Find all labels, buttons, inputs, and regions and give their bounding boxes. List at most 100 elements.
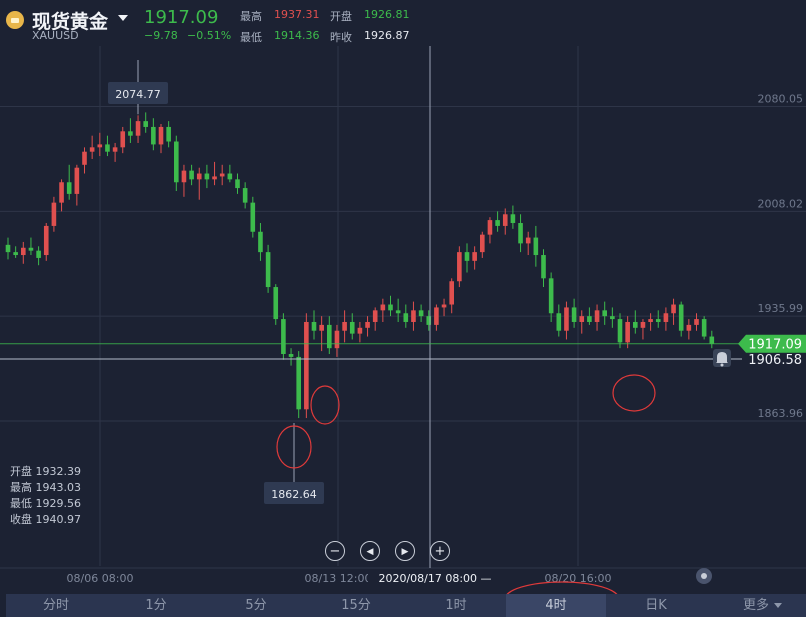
candle-body — [196, 173, 202, 180]
tab-15min[interactable]: 15分 — [341, 598, 371, 613]
candle-body — [655, 319, 661, 322]
candle-body — [28, 247, 34, 251]
candle-body — [625, 321, 630, 343]
candle-body — [671, 304, 676, 314]
high-value: 1937.31 — [274, 8, 320, 21]
candle-body — [151, 126, 156, 145]
candlestick-chart[interactable]: 2080.05 2008.02 1935.99 1863.96 1906.581917.… — [0, 46, 806, 594]
instrument-symbol: XAUUSD — [32, 29, 79, 42]
min-label: 1862.64 — [271, 488, 317, 501]
candle-body — [97, 144, 103, 148]
grid-lines — [0, 46, 806, 569]
low-label: 最低 — [240, 31, 262, 44]
candle-body — [105, 144, 110, 152]
candle-body — [564, 307, 569, 331]
candle-body — [349, 321, 355, 334]
candle-body — [219, 173, 225, 177]
price-lines — [0, 46, 745, 568]
bell-icon — [716, 351, 728, 363]
crosshair-price-label: 1906.58 — [748, 353, 802, 368]
candle-body — [441, 304, 447, 308]
candle-body — [174, 141, 179, 183]
candle-body — [709, 336, 715, 344]
candle-body — [13, 252, 18, 256]
ohlc-high: 最高 1943.03 — [10, 481, 81, 494]
min-label-box — [264, 482, 324, 504]
tab-more[interactable]: 更多 — [742, 598, 769, 613]
candle-body — [342, 321, 347, 331]
candle-body — [663, 313, 669, 322]
tab-4hour[interactable]: 4时 — [506, 594, 606, 617]
ohlc-open: 开盘 1932.39 — [10, 465, 81, 478]
prev-close-value: 1926.87 — [364, 29, 410, 42]
scroll-left-button[interactable]: ◀ — [360, 541, 380, 561]
settings-knob-icon[interactable] — [696, 568, 712, 584]
zoom-out-button[interactable]: − — [325, 541, 345, 561]
x-tick-label: 08/13 12:00 — [305, 572, 372, 585]
crosshair-time-bg — [368, 570, 492, 586]
prev-close-label: 昨收 — [330, 31, 352, 44]
open-value: 1926.81 — [364, 8, 410, 21]
candle-body — [365, 321, 370, 328]
chevron-down-icon[interactable] — [774, 603, 782, 608]
candle-body — [434, 307, 439, 325]
candle-body — [648, 319, 653, 322]
candle-body — [304, 321, 309, 410]
candle-body — [128, 131, 133, 136]
max-label-box — [108, 82, 168, 104]
candle-body — [480, 234, 485, 253]
candle-body — [395, 310, 401, 314]
candle-body — [372, 310, 378, 322]
candle-body — [66, 182, 72, 194]
bell-icon-clapper — [720, 363, 724, 367]
current-price-value: 1917.09 — [748, 338, 802, 353]
tab-daily[interactable]: 日K — [645, 598, 667, 613]
zoom-in-button[interactable]: + — [430, 541, 450, 561]
candle-body — [510, 214, 516, 224]
candle-body — [227, 173, 233, 180]
candle-body — [525, 237, 531, 244]
chevron-down-icon[interactable] — [118, 15, 128, 21]
quote-header: 现货黄金 XAUUSD 1917.09 −9.78 −0.51% 最高 1937… — [0, 0, 806, 46]
candle-body — [548, 278, 554, 314]
candle-body — [571, 307, 577, 322]
candle-body — [587, 316, 592, 322]
max-label: 2074.77 — [115, 88, 161, 101]
y-tick-label: 2008.02 — [758, 197, 804, 210]
candle-body — [21, 247, 26, 256]
tab-fenshi[interactable]: 分时 — [42, 598, 69, 613]
candle-body — [204, 173, 210, 180]
current-price-tag — [738, 334, 806, 353]
candles — [5, 112, 715, 419]
candle-body — [74, 167, 80, 194]
candle-body — [579, 316, 585, 322]
labels: 2080.05 2008.02 1935.99 1863.96 1906.581917.… — [67, 93, 806, 586]
candle-body — [5, 244, 11, 253]
candle-body — [640, 321, 646, 328]
instrument-title[interactable]: 现货黄金 — [32, 11, 109, 33]
candle-body — [495, 220, 500, 226]
candle-body — [319, 324, 324, 331]
highlight-circle — [276, 425, 312, 469]
crosshair-time-label: 2020/08/17 08:00 — — [378, 572, 491, 585]
tab-1min[interactable]: 1分 — [145, 598, 167, 613]
candle-body — [388, 304, 393, 311]
tab-1hour[interactable]: 1时 — [445, 598, 467, 613]
last-price: 1917.09 — [144, 7, 219, 28]
highlight-circle — [506, 581, 618, 594]
candle-body — [487, 220, 493, 235]
candle-body — [281, 319, 286, 355]
x-tick-label: 08/06 08:00 — [67, 572, 134, 585]
candle-body — [472, 252, 477, 261]
candle-body — [357, 327, 363, 334]
candle-body — [212, 176, 217, 180]
highlight-circle — [310, 385, 340, 425]
interval-tabbar: 分时 1分 5分 15分 1时 4时 日K 更多 — [6, 594, 806, 617]
candle-body — [89, 147, 95, 152]
open-label: 开盘 — [330, 10, 352, 23]
tab-5min[interactable]: 5分 — [245, 598, 267, 613]
scroll-right-button[interactable]: ▶ — [395, 541, 415, 561]
y-tick-label: 1935.99 — [758, 302, 804, 315]
candle-body — [242, 188, 248, 203]
candle-body — [258, 231, 263, 253]
